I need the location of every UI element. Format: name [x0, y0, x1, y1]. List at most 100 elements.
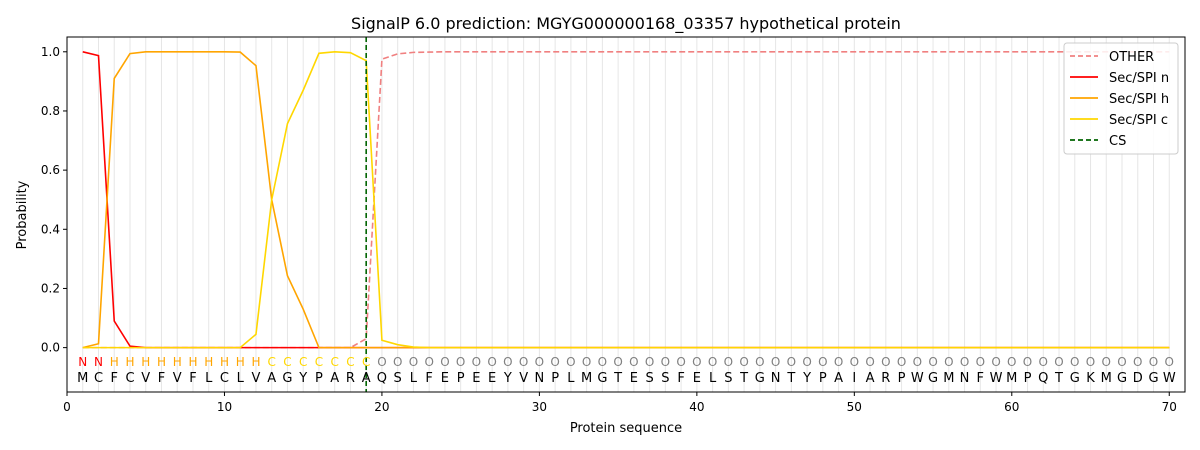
- residue-label: O: [487, 355, 496, 369]
- residue-label: O: [1039, 355, 1048, 369]
- amino-acid: M: [1101, 371, 1112, 386]
- residue-label: O: [440, 355, 449, 369]
- amino-acid: M: [77, 371, 88, 386]
- residue-label: O: [566, 355, 575, 369]
- amino-acid: M: [581, 371, 592, 386]
- amino-acid: Q: [1038, 371, 1048, 386]
- amino-acid: C: [94, 371, 103, 386]
- amino-acid: L: [410, 371, 418, 386]
- amino-acid: R: [881, 371, 890, 386]
- residue-label: C: [330, 355, 338, 369]
- amino-acid: G: [755, 371, 765, 386]
- residue-label: C: [268, 355, 276, 369]
- amino-acid: T: [1054, 371, 1063, 386]
- residue-label: O: [960, 355, 969, 369]
- y-tick-label: 0.6: [41, 163, 60, 177]
- residue-label: O: [472, 355, 481, 369]
- amino-acid: S: [645, 371, 653, 386]
- amino-acid: E: [472, 371, 480, 386]
- amino-acid: A: [267, 371, 276, 386]
- residue-label: N: [94, 355, 103, 369]
- x-tick-label: 20: [374, 400, 389, 414]
- residue-label: O: [1165, 355, 1174, 369]
- amino-acid: P: [315, 371, 323, 386]
- residue-label: C: [315, 355, 323, 369]
- residue-label: O: [1133, 355, 1142, 369]
- amino-acid: R: [346, 371, 355, 386]
- amino-acid: P: [819, 371, 827, 386]
- residue-label: O: [1070, 355, 1079, 369]
- amino-acid: P: [457, 371, 465, 386]
- amino-acid: F: [158, 371, 165, 386]
- residue-label: O: [1102, 355, 1111, 369]
- residue-label: H: [188, 355, 197, 369]
- residue-label: O: [503, 355, 512, 369]
- legend-box: [1063, 42, 1179, 155]
- amino-acid: T: [739, 371, 748, 386]
- residue-label: O: [519, 355, 528, 369]
- x-tick-label: 10: [217, 400, 232, 414]
- amino-acid: E: [630, 371, 638, 386]
- residue-label: O: [834, 355, 843, 369]
- residue-label: O: [1054, 355, 1063, 369]
- residue-label: O: [1007, 355, 1016, 369]
- residue-label: O: [802, 355, 811, 369]
- residue-label: O: [913, 355, 922, 369]
- residue-label: O: [645, 355, 654, 369]
- amino-acid: G: [1117, 371, 1127, 386]
- residue-label: H: [125, 355, 134, 369]
- amino-acid: A: [362, 371, 371, 386]
- amino-acid: F: [677, 371, 684, 386]
- amino-acid: V: [173, 371, 182, 386]
- amino-acid: A: [866, 371, 875, 386]
- series-line-other: [82, 50, 1170, 349]
- series-line-sec-spi-h: [82, 50, 1170, 349]
- x-tick-label: 40: [689, 400, 704, 414]
- y-tick-label: 0.8: [41, 104, 60, 118]
- residue-label: O: [377, 355, 386, 369]
- legend: OTHER Sec/SPI n Sec/SPI h Sec/SPI c CS: [1063, 42, 1179, 155]
- amino-acid: Q: [377, 371, 387, 386]
- residue-label: O: [739, 355, 748, 369]
- residue-label: H: [236, 355, 245, 369]
- amino-acid: A: [330, 371, 339, 386]
- residue-label: C: [283, 355, 291, 369]
- legend-label: Sec/SPI h: [1109, 92, 1169, 107]
- legend-label: CS: [1109, 134, 1126, 149]
- residue-label: O: [393, 355, 402, 369]
- residue-label: H: [251, 355, 260, 369]
- amino-acid: E: [441, 371, 449, 386]
- amino-acid: I: [852, 371, 856, 386]
- legend-label: OTHER: [1109, 50, 1154, 65]
- residue-label: C: [299, 355, 307, 369]
- amino-acid: S: [661, 371, 669, 386]
- residue-label: H: [110, 355, 119, 369]
- residue-label: H: [220, 355, 229, 369]
- amino-acid: S: [724, 371, 732, 386]
- residue-label: O: [661, 355, 670, 369]
- amino-acid: G: [282, 371, 292, 386]
- amino-acid: N: [535, 371, 545, 386]
- vertical-grid: [82, 37, 1170, 392]
- amino-acid: T: [613, 371, 622, 386]
- residue-label: O: [1117, 355, 1126, 369]
- amino-acid: V: [252, 371, 261, 386]
- residue-label: O: [787, 355, 796, 369]
- x-axis-label: Protein sequence: [570, 421, 682, 436]
- residue-label: O: [629, 355, 638, 369]
- amino-acid: G: [597, 371, 607, 386]
- residue-label: O: [409, 355, 418, 369]
- residue-label: O: [1086, 355, 1095, 369]
- residue-label: O: [1149, 355, 1158, 369]
- residue-label: H: [141, 355, 150, 369]
- amino-acid: N: [960, 371, 970, 386]
- residue-label: O: [865, 355, 874, 369]
- x-tick-label: 30: [532, 400, 547, 414]
- x-tick-label: 50: [847, 400, 862, 414]
- residue-label: O: [550, 355, 559, 369]
- amino-acid: L: [567, 371, 575, 386]
- amino-acid: F: [425, 371, 432, 386]
- amino-acid: L: [205, 371, 213, 386]
- residue-label: O: [771, 355, 780, 369]
